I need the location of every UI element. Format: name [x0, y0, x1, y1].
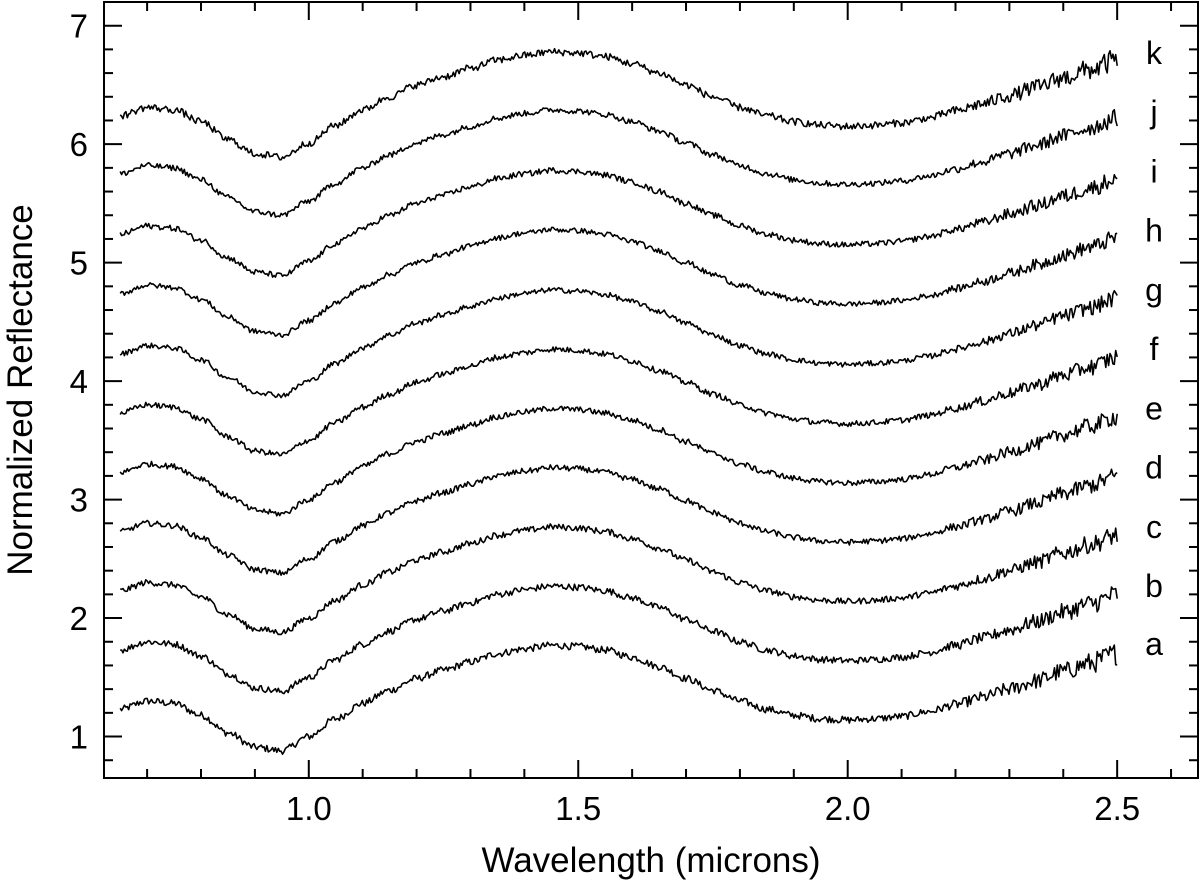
y-tick-label: 5 — [70, 245, 88, 282]
x-tick-label: 1.5 — [555, 790, 601, 827]
axis-tick-labels: 1.0 1.5 2.0 2.5 1 2 3 4 5 6 7 — [70, 8, 1140, 827]
series-label-d: d — [1145, 450, 1163, 486]
y-tick-label: 7 — [70, 8, 88, 45]
x-tick-label: 2.5 — [1094, 790, 1140, 827]
series-label-k: k — [1146, 35, 1163, 71]
x-tick-label: 1.0 — [286, 790, 332, 827]
spectrum-line-c — [120, 523, 1118, 636]
spectra-series — [119, 47, 1118, 755]
spectrum-line-g — [119, 286, 1118, 399]
y-tick-label: 2 — [70, 600, 88, 637]
y-tick-label: 4 — [70, 363, 88, 400]
y-axis-title: Normalized Reflectance — [1, 204, 40, 576]
spectrum-line-a — [119, 641, 1118, 755]
series-label-i: i — [1150, 153, 1157, 189]
series-label-f: f — [1150, 331, 1159, 367]
spectrum-line-e — [119, 405, 1118, 517]
spectrum-line-j — [119, 107, 1118, 218]
spectrum-line-h — [119, 226, 1118, 338]
plot-frame — [103, 1, 1199, 779]
x-tick-label: 2.0 — [825, 790, 871, 827]
series-label-h: h — [1145, 213, 1163, 249]
y-tick-label: 1 — [70, 719, 88, 756]
y-tick-label: 3 — [70, 482, 88, 519]
spectrum-line-i — [119, 167, 1118, 278]
spectrum-line-b — [120, 583, 1118, 695]
spectrum-line-d — [119, 464, 1118, 576]
series-label-g: g — [1145, 272, 1163, 308]
spectrum-line-k — [119, 47, 1118, 161]
series-label-c: c — [1146, 509, 1162, 545]
series-label-a: a — [1145, 626, 1163, 662]
y-tick-label: 6 — [70, 126, 88, 163]
spectrum-line-f — [119, 346, 1118, 457]
series-label-j: j — [1149, 94, 1157, 130]
x-axis-title: Wavelength (microns) — [481, 841, 820, 880]
series-label-b: b — [1145, 568, 1163, 604]
axis-ticks — [104, 1, 1198, 778]
series-label-e: e — [1145, 390, 1163, 426]
